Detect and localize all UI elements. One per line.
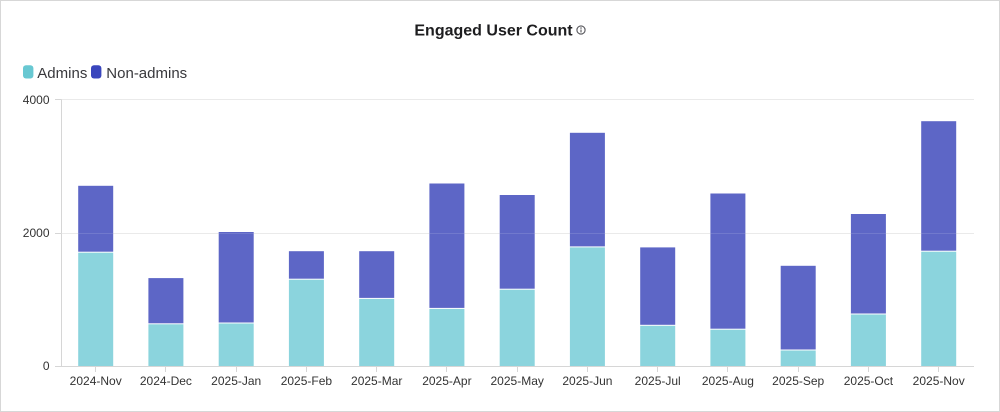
svg-text:2025-Jun: 2025-Jun [562, 374, 612, 388]
svg-text:2000: 2000 [23, 226, 50, 240]
svg-text:2025-Jan: 2025-Jan [211, 374, 261, 388]
svg-text:4000: 4000 [23, 93, 50, 107]
svg-text:2025-Nov: 2025-Nov [913, 374, 965, 388]
svg-text:2025-Mar: 2025-Mar [351, 374, 402, 388]
svg-text:Non-admins: Non-admins [106, 65, 187, 82]
svg-text:Admins: Admins [37, 65, 87, 82]
svg-text:2025-Oct: 2025-Oct [844, 374, 894, 388]
svg-text:2025-Feb: 2025-Feb [281, 374, 333, 388]
svg-text:2025-Jul: 2025-Jul [635, 374, 681, 388]
svg-text:0: 0 [43, 359, 50, 373]
svg-text:2024-Nov: 2024-Nov [70, 374, 122, 388]
svg-text:2024-Dec: 2024-Dec [140, 374, 192, 388]
svg-text:2025-May: 2025-May [491, 374, 544, 388]
svg-text:2025-Apr: 2025-Apr [422, 374, 471, 388]
svg-text:2025-Aug: 2025-Aug [702, 374, 754, 388]
svg-text:2025-Sep: 2025-Sep [772, 374, 824, 388]
